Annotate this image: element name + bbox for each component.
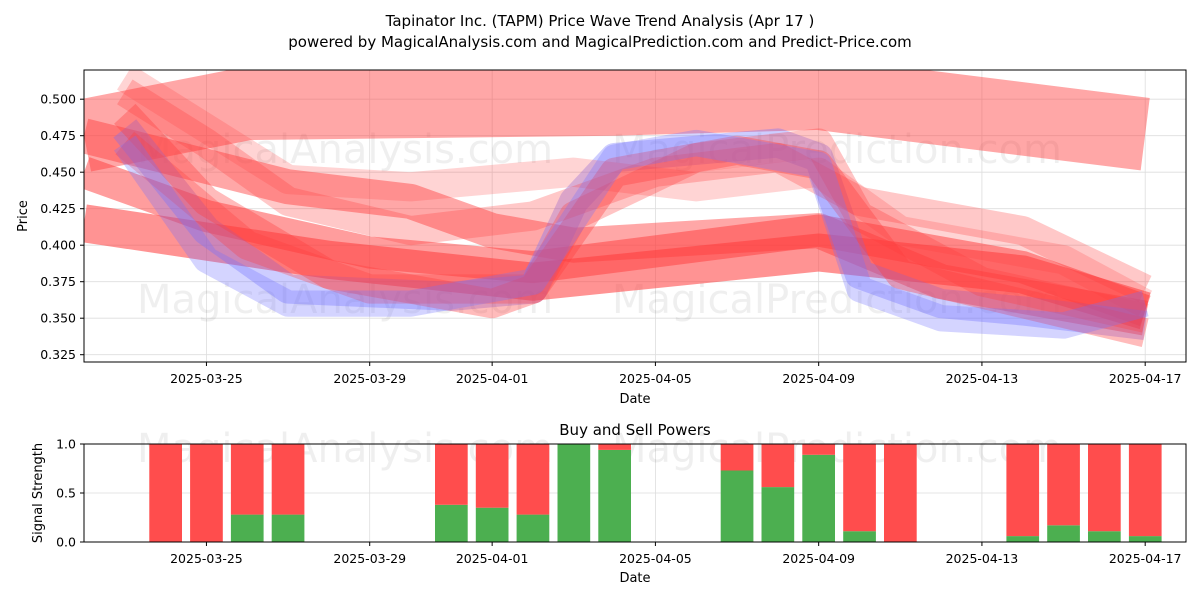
wave-band-7 — [117, 79, 1152, 303]
sell-bar — [802, 444, 835, 455]
x-tick-label: 2025-03-25 — [170, 551, 243, 566]
wave-band-9 — [114, 129, 1149, 339]
sell-bar — [1006, 444, 1040, 537]
x-tick-label: 2025-04-17 — [1109, 371, 1182, 386]
sell-bar — [271, 444, 305, 515]
x-tick-label: 2025-04-13 — [946, 551, 1019, 566]
sell-bar — [435, 444, 468, 505]
sell-bar — [230, 444, 264, 515]
buy-bar — [516, 514, 550, 542]
x-tick-label: 2025-04-09 — [782, 371, 855, 386]
sell-bar — [190, 444, 223, 542]
y-tick-label: 0.375 — [40, 274, 76, 289]
sell-bar — [598, 444, 631, 450]
buy-bar — [720, 470, 754, 542]
sell-bar — [720, 444, 754, 471]
buy-bar — [1047, 525, 1080, 542]
sell-bar — [475, 444, 509, 508]
x-tick-label: 2025-04-05 — [619, 371, 692, 386]
x-tick-label: 2025-04-01 — [456, 371, 529, 386]
wave-band-8 — [117, 70, 1153, 317]
watermark-magical-prediction: MagicalPrediction.com — [612, 426, 1062, 472]
x-tick-label: 2025-04-17 — [1109, 551, 1182, 566]
buy-sell-title: Buy and Sell Powers — [559, 421, 711, 439]
buy-sell-y-axis-label: Signal Strength — [31, 443, 46, 543]
wave-band-5 — [114, 103, 1149, 348]
buy-bar — [1088, 531, 1121, 542]
sell-bar — [149, 444, 182, 542]
sell-bar — [843, 444, 876, 532]
buy-sell-bars — [149, 444, 1162, 542]
watermark-magical-prediction: MagicalPrediction.com — [612, 127, 1062, 173]
price-waves — [84, 70, 1153, 348]
buy-bar — [1006, 536, 1040, 542]
buy-bar — [475, 507, 509, 542]
wave-band-4 — [113, 119, 1147, 340]
price-x-ticks: 2025-03-25 2025-03-29 2025-04-01 2025-04-05… — [170, 362, 1182, 386]
x-tick-label: 2025-04-13 — [946, 371, 1019, 386]
y-tick-label: 0.400 — [40, 238, 76, 253]
x-tick-label: 2025-03-25 — [170, 371, 243, 386]
buy-bar — [761, 487, 795, 542]
x-tick-label: 2025-04-01 — [456, 551, 529, 566]
x-tick-label: 2025-04-05 — [619, 551, 692, 566]
x-tick-label: 2025-03-29 — [333, 551, 406, 566]
price-x-axis-label: Date — [619, 392, 650, 407]
wave-band-2 — [84, 157, 1151, 327]
sell-bar — [1088, 444, 1121, 532]
buy-bar — [1128, 536, 1162, 542]
price-y-ticks: 0.325 0.350 0.375 0.400 0.425 0.450 0.475 0.500 — [40, 92, 84, 362]
sell-bar — [516, 444, 550, 515]
wave-band-6 — [115, 128, 1149, 333]
x-tick-label: 2025-04-09 — [782, 551, 855, 566]
buy-sell-plot: Buy and Sell Powers MagicalAnalysis.com … — [31, 421, 1187, 586]
y-tick-label: 0.325 — [40, 347, 76, 362]
buy-bar — [843, 531, 876, 542]
wave-band-3 — [84, 118, 1149, 336]
buy-bar — [802, 454, 835, 542]
buy-bar — [230, 514, 264, 542]
y-tick-label: 0.425 — [40, 201, 76, 216]
chart-title: Tapinator Inc. (TAPM) Price Wave Trend A… — [385, 12, 815, 30]
buy-sell-y-ticks: 0.0 0.5 1.0 — [56, 437, 84, 550]
y-tick-label: 0.5 — [56, 486, 76, 501]
y-tick-label: 0.450 — [40, 165, 76, 180]
buy-bar — [271, 514, 305, 542]
y-tick-label: 1.0 — [56, 437, 76, 452]
buy-sell-x-axis-label: Date — [619, 571, 650, 586]
price-plot-frame — [83, 69, 1187, 363]
y-tick-label: 0.350 — [40, 311, 76, 326]
y-tick-label: 0.0 — [56, 535, 76, 550]
sell-bar — [884, 444, 917, 542]
price-y-axis-label: Price — [16, 200, 31, 232]
wave-band-0 — [84, 70, 1150, 172]
watermark-magical-analysis: MagicalAnalysis.com — [137, 127, 553, 173]
buy-bar — [557, 444, 591, 542]
buy-bar — [435, 504, 468, 542]
price-wave-plot: MagicalAnalysis.com MagicalPrediction.co… — [16, 69, 1187, 407]
sell-bar — [761, 444, 795, 488]
y-tick-label: 0.500 — [40, 92, 76, 107]
sell-bar — [1128, 444, 1162, 537]
buy-sell-x-ticks: 2025-03-25 2025-03-29 2025-04-01 2025-04-05… — [170, 542, 1182, 566]
buy-bar — [598, 449, 631, 542]
chart-subtitle: powered by MagicalAnalysis.com and Magic… — [288, 33, 912, 51]
sell-bar — [1047, 444, 1080, 526]
x-tick-label: 2025-03-29 — [333, 371, 406, 386]
y-tick-label: 0.475 — [40, 128, 76, 143]
